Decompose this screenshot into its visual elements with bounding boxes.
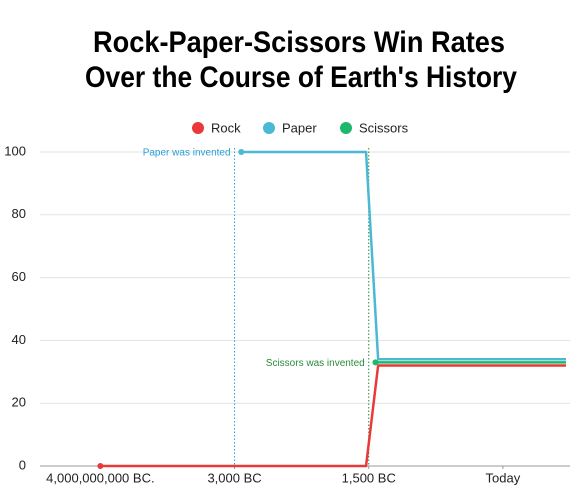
legend-label: Rock: [211, 120, 241, 135]
series-start-dot: [372, 359, 379, 366]
x-tick-label: Today: [486, 470, 521, 485]
y-tick-label: 0: [19, 457, 26, 472]
series-line: [100, 364, 566, 468]
annotation-label: Paper was invented: [143, 148, 231, 159]
series-start-dot: [238, 149, 245, 155]
y-tick-label: 100: [4, 143, 26, 158]
y-tick-label: 80: [12, 206, 26, 221]
chart-title: Over the Course of Earth's History: [85, 61, 517, 94]
series-start-dot: [97, 463, 104, 469]
legend-label: Scissors: [359, 120, 409, 135]
series-line: [241, 150, 566, 361]
y-tick-label: 20: [12, 395, 26, 410]
legend-marker: [340, 122, 352, 134]
x-tick-label: 1,500 BC: [342, 470, 396, 485]
x-tick-label: 3,000 BC: [207, 470, 261, 485]
x-tick-label: 4,000,000,000 BC.: [46, 470, 154, 485]
chart-title: Rock-Paper-Scissors Win Rates: [93, 26, 505, 59]
y-tick-label: 40: [12, 332, 26, 347]
legend-label: Paper: [282, 120, 317, 135]
legend-marker: [263, 122, 275, 134]
annotation-label: Scissors was invented: [266, 358, 365, 369]
legend-marker: [192, 122, 204, 134]
y-tick-label: 60: [12, 269, 26, 284]
